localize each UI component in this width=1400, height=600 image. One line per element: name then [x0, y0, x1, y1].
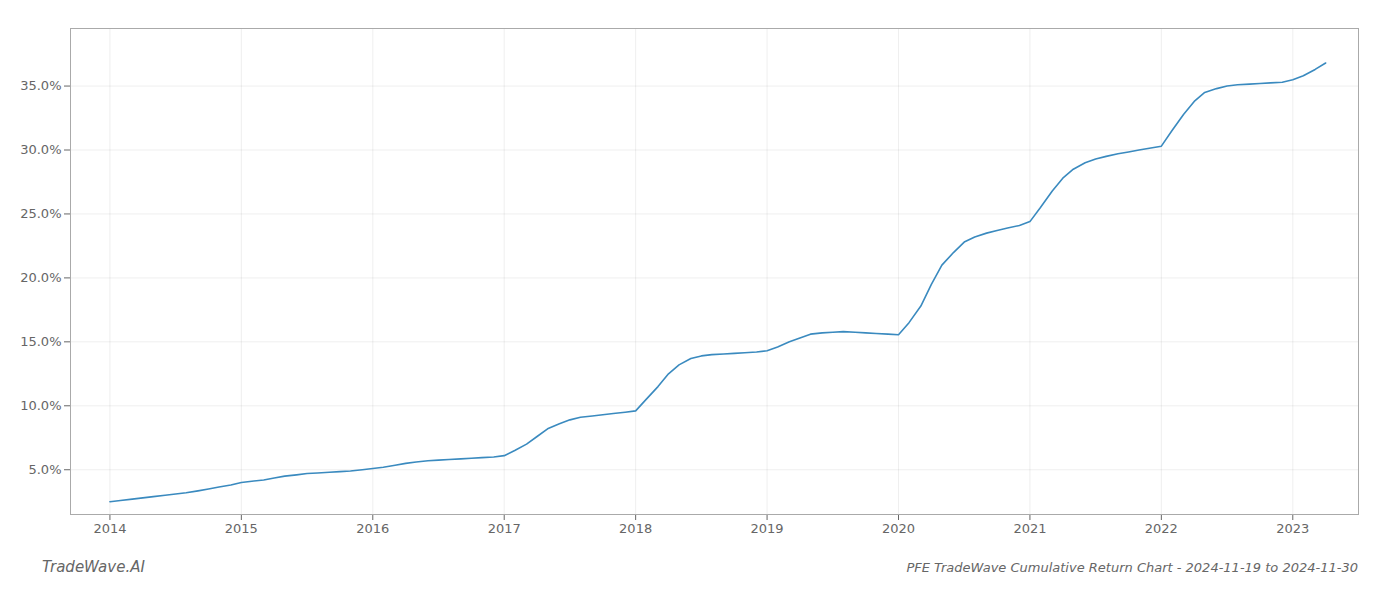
svg-text:2022: 2022 [1145, 521, 1178, 536]
svg-text:2020: 2020 [882, 521, 915, 536]
html-text:TradeWave.AI: TradeWave.AI [42, 558, 145, 576]
svg-text:2018: 2018 [619, 521, 652, 536]
svg-text:2023: 2023 [1276, 521, 1309, 536]
svg-text:15.0%: 15.0% [20, 334, 61, 349]
svg-text:2016: 2016 [356, 521, 389, 536]
svg-text:2015: 2015 [225, 521, 258, 536]
svg-text:10.0%: 10.0% [20, 398, 61, 413]
svg-text:25.0%: 25.0% [20, 206, 61, 221]
svg-text:35.0%: 35.0% [20, 78, 61, 93]
svg-text:30.0%: 30.0% [20, 142, 61, 157]
svg-text:2017: 2017 [488, 521, 521, 536]
html-text:PFE TradeWave Cumulative Retur: PFE TradeWave Cumulative Return Chart - … [906, 559, 1358, 575]
svg-text:20.0%: 20.0% [20, 270, 61, 285]
svg-text:5.0%: 5.0% [28, 462, 61, 477]
svg-text:2019: 2019 [751, 521, 784, 536]
svg-text:2021: 2021 [1013, 521, 1046, 536]
svg-text:2014: 2014 [93, 521, 126, 536]
